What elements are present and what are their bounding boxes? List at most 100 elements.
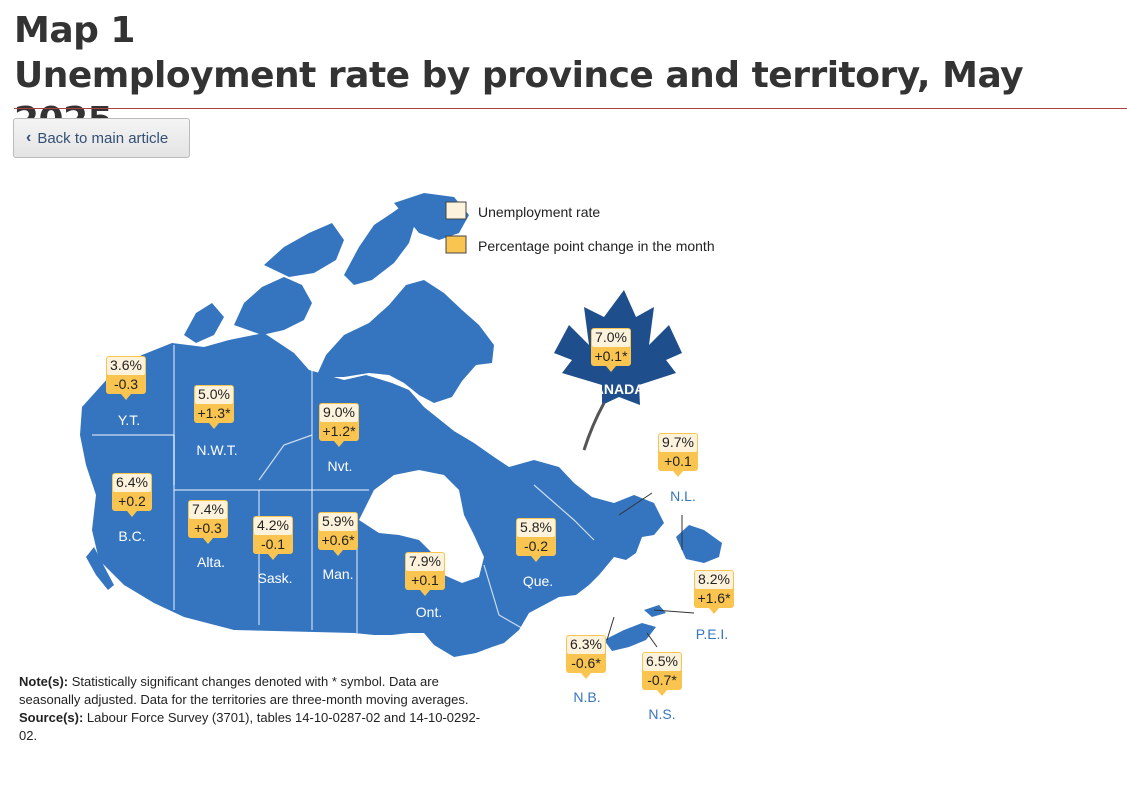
callout-pointer (531, 556, 541, 562)
back-to-main-article-button[interactable]: ‹ Back to main article (13, 118, 190, 158)
change-value: -0.7* (647, 672, 677, 688)
maple-leaf-stem (582, 402, 606, 451)
newfoundland (676, 525, 722, 563)
source-text: Labour Force Survey (3701), tables 14-10… (19, 710, 481, 743)
rate-value: 9.0% (323, 404, 355, 420)
callout-rate-bg (320, 404, 358, 422)
callout-rate-bg (406, 553, 444, 571)
legend-change-swatch (445, 235, 467, 254)
callout-yt: 3.6% -0.3 Y.T. (106, 356, 146, 428)
change-value: -0.3 (114, 376, 138, 392)
callout-alta: 7.4% +0.3 Alta. (188, 500, 228, 570)
callout-sask: 4.2% -0.1 Sask. (253, 516, 293, 586)
region-label-que: Que. (523, 573, 553, 589)
callout-pointer (334, 441, 344, 447)
region-label-canada: CANADA (584, 381, 645, 397)
callout-canada: 7.0% +0.1* CANADA (584, 328, 645, 397)
page-title: Map 1 Unemployment rate by province and … (14, 8, 1127, 143)
region-label-pei: P.E.I. (696, 626, 728, 642)
rate-value: 4.2% (257, 517, 289, 533)
callout-pointer (268, 554, 278, 560)
change-value: +1.2* (322, 423, 356, 439)
legend: Unemployment rate Percentage point chang… (445, 201, 715, 254)
rate-value: 6.5% (646, 653, 678, 669)
callout-pointer (121, 394, 131, 400)
legend-rate-label: Unemployment rate (478, 204, 600, 220)
canada-map: Unemployment rate Percentage point chang… (80, 193, 734, 722)
callout-bc: 6.4% +0.2 B.C. (112, 473, 152, 544)
legend-change-label: Percentage point change in the month (478, 238, 715, 254)
pei-island (644, 605, 666, 617)
land-mass (80, 193, 722, 657)
callout-rate-bg (517, 519, 555, 537)
region-label-man: Man. (322, 566, 353, 582)
back-button-label: Back to main article (37, 129, 169, 147)
callout-rate-bg (695, 571, 733, 589)
callout-pointer (709, 608, 719, 614)
change-value: +0.2 (118, 493, 146, 509)
change-value: +0.6* (321, 532, 355, 548)
change-value: -0.6* (571, 655, 601, 671)
callout-rate-bg (319, 513, 357, 531)
callout-ont: 7.9% +0.1 Ont. (405, 552, 445, 620)
callout-rate-bg (643, 653, 681, 671)
region-label-nl: N.L. (670, 488, 696, 504)
callout-rate-bg (189, 501, 227, 519)
rate-value: 5.9% (322, 513, 354, 529)
callout-rate-bg (592, 329, 630, 347)
vancouver-island (86, 547, 114, 590)
callout-pei: 8.2% +1.6* P.E.I. (694, 570, 734, 642)
region-label-ns: N.S. (648, 706, 675, 722)
region-label-nb: N.B. (573, 689, 600, 705)
callout-pointer (581, 673, 591, 679)
callout-pointer (420, 590, 430, 596)
rate-value: 5.0% (198, 386, 230, 402)
hudson-bay (359, 470, 484, 583)
callout-pointer (673, 471, 683, 477)
callout-que: 5.8% -0.2 Que. (516, 518, 556, 589)
note-text: Statistically significant changes denote… (19, 674, 469, 707)
callout-rate-bg (195, 386, 233, 404)
rate-value: 8.2% (698, 571, 730, 587)
map-figure: Unemployment rate Percentage point chang… (14, 185, 774, 785)
change-value: +0.1 (411, 572, 439, 588)
region-label-ont: Ont. (416, 604, 442, 620)
notes-block: Note(s): Statistically significant chang… (19, 673, 489, 745)
region-label-bc: B.C. (118, 528, 145, 544)
rate-value: 6.3% (570, 636, 602, 652)
callout-nvt: 9.0% +1.2* Nvt. (319, 403, 359, 474)
callout-pointer (203, 538, 213, 544)
change-value: +0.1* (594, 348, 628, 364)
legend-rate-swatch (445, 201, 467, 220)
nova-scotia (604, 623, 656, 651)
source-heading: Source(s): (19, 710, 84, 725)
rate-value: 7.4% (192, 501, 224, 517)
callout-nwt: 5.0% +1.3* N.W.T. (194, 385, 238, 458)
callout-pointer (209, 423, 219, 429)
callout-man: 5.9% +0.6* Man. (318, 512, 358, 582)
change-value: -0.2 (524, 538, 548, 554)
chevron-left-icon: ‹ (26, 129, 32, 146)
callout-rate-bg (567, 636, 605, 654)
pointer-lines (606, 492, 695, 648)
note-heading: Note(s): (19, 674, 69, 689)
change-value: +0.3 (194, 520, 222, 536)
title-line-1: Map 1 (14, 10, 135, 51)
region-label-yt: Y.T. (118, 412, 140, 428)
rate-value: 9.7% (662, 434, 694, 450)
callout-rate-bg (107, 357, 145, 375)
region-label-nwt: N.W.T. (196, 442, 237, 458)
rate-value: 5.8% (520, 519, 552, 535)
title-divider (14, 108, 1127, 109)
region-label-sask: Sask. (257, 570, 292, 586)
change-value: +1.6* (697, 590, 731, 606)
title-line-2: Unemployment rate by province and territ… (14, 55, 1024, 141)
rate-value: 6.4% (116, 474, 148, 490)
region-label-alta: Alta. (197, 554, 225, 570)
callout-nb: 6.3% -0.6* N.B. (566, 635, 606, 705)
callout-pointer (606, 366, 616, 372)
rate-value: 7.9% (409, 553, 441, 569)
rate-value: 7.0% (595, 329, 627, 345)
callout-nl: 9.7% +0.1 N.L. (658, 433, 698, 504)
rate-value: 3.6% (110, 357, 142, 373)
